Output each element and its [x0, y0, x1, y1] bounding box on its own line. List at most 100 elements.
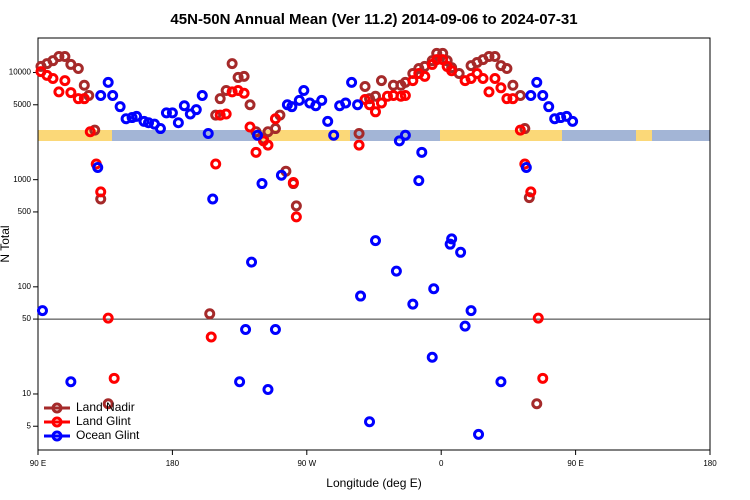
- point: [190, 104, 202, 116]
- point: [102, 76, 114, 88]
- point: [252, 129, 264, 141]
- point: [84, 126, 96, 138]
- point: [65, 87, 77, 99]
- point: [287, 177, 299, 189]
- point: [286, 101, 298, 113]
- point: [543, 101, 555, 113]
- point: [364, 416, 376, 428]
- x-axis-label: Longitude (deg E): [326, 476, 421, 490]
- point: [444, 238, 456, 250]
- point: [375, 97, 387, 109]
- point: [275, 169, 287, 181]
- point: [375, 75, 387, 87]
- point: [108, 372, 120, 384]
- point: [428, 283, 440, 295]
- band-land: [258, 130, 350, 141]
- point: [59, 75, 71, 87]
- point: [154, 123, 166, 135]
- point: [399, 90, 411, 102]
- point: [525, 186, 537, 198]
- point: [256, 178, 268, 190]
- legend-marker: [51, 416, 63, 428]
- point: [65, 376, 77, 388]
- point: [246, 256, 258, 268]
- point: [407, 75, 419, 87]
- point: [178, 100, 190, 112]
- y-tick-label: 1000: [13, 175, 31, 184]
- x-tick-label: 90 E: [567, 459, 583, 468]
- point: [437, 47, 449, 59]
- point: [523, 192, 535, 204]
- point: [196, 90, 208, 102]
- point: [92, 161, 104, 173]
- point: [310, 100, 322, 112]
- point: [501, 93, 513, 105]
- band-land: [636, 130, 652, 141]
- point: [262, 139, 274, 151]
- chart-title: 45N-50N Annual Mean (Ver 11.2) 2014-09-0…: [170, 11, 577, 28]
- point: [78, 93, 90, 105]
- point: [381, 90, 393, 102]
- point: [340, 97, 352, 109]
- point: [459, 320, 471, 332]
- point: [359, 81, 371, 93]
- point: [520, 161, 532, 173]
- point: [204, 308, 216, 320]
- point: [477, 72, 489, 84]
- point: [205, 331, 217, 343]
- point: [537, 372, 549, 384]
- point: [234, 376, 246, 388]
- point: [446, 65, 458, 77]
- band-ocean: [112, 130, 258, 141]
- point: [399, 129, 411, 141]
- band-ocean: [350, 130, 440, 141]
- point: [525, 90, 537, 102]
- point: [390, 265, 402, 277]
- point: [555, 112, 567, 124]
- point: [114, 101, 126, 113]
- point: [202, 127, 214, 139]
- point: [293, 94, 305, 106]
- x-tick-label: 180: [703, 459, 717, 468]
- point: [120, 113, 132, 125]
- point: [166, 107, 178, 119]
- x-tick-label: 90 E: [30, 459, 46, 468]
- point: [352, 99, 364, 111]
- point: [369, 235, 381, 247]
- point: [143, 117, 155, 129]
- point: [262, 384, 274, 396]
- point: [210, 158, 222, 170]
- band-land: [38, 130, 112, 141]
- point: [53, 51, 65, 63]
- point: [59, 51, 71, 63]
- point: [395, 90, 407, 102]
- point: [269, 123, 281, 135]
- point: [95, 90, 107, 102]
- point: [532, 312, 544, 324]
- point: [220, 108, 232, 120]
- point: [47, 72, 59, 84]
- point: [131, 110, 143, 122]
- point: [107, 90, 119, 102]
- legend-marker: [51, 402, 63, 414]
- point: [269, 323, 281, 335]
- point: [416, 146, 428, 158]
- point: [220, 84, 232, 96]
- y-tick-label: 10000: [9, 68, 32, 77]
- y-tick-label: 500: [18, 207, 32, 216]
- point: [250, 146, 262, 158]
- point: [407, 298, 419, 310]
- point: [431, 54, 443, 66]
- point: [495, 376, 507, 388]
- point: [238, 70, 250, 82]
- point: [567, 115, 579, 127]
- point: [53, 86, 65, 98]
- point: [531, 398, 543, 410]
- legend-label: Ocean Glint: [76, 428, 140, 442]
- point: [426, 351, 438, 363]
- band-ocean: [562, 130, 636, 141]
- y-tick-label: 50: [22, 314, 31, 323]
- point: [328, 129, 340, 141]
- point: [489, 72, 501, 84]
